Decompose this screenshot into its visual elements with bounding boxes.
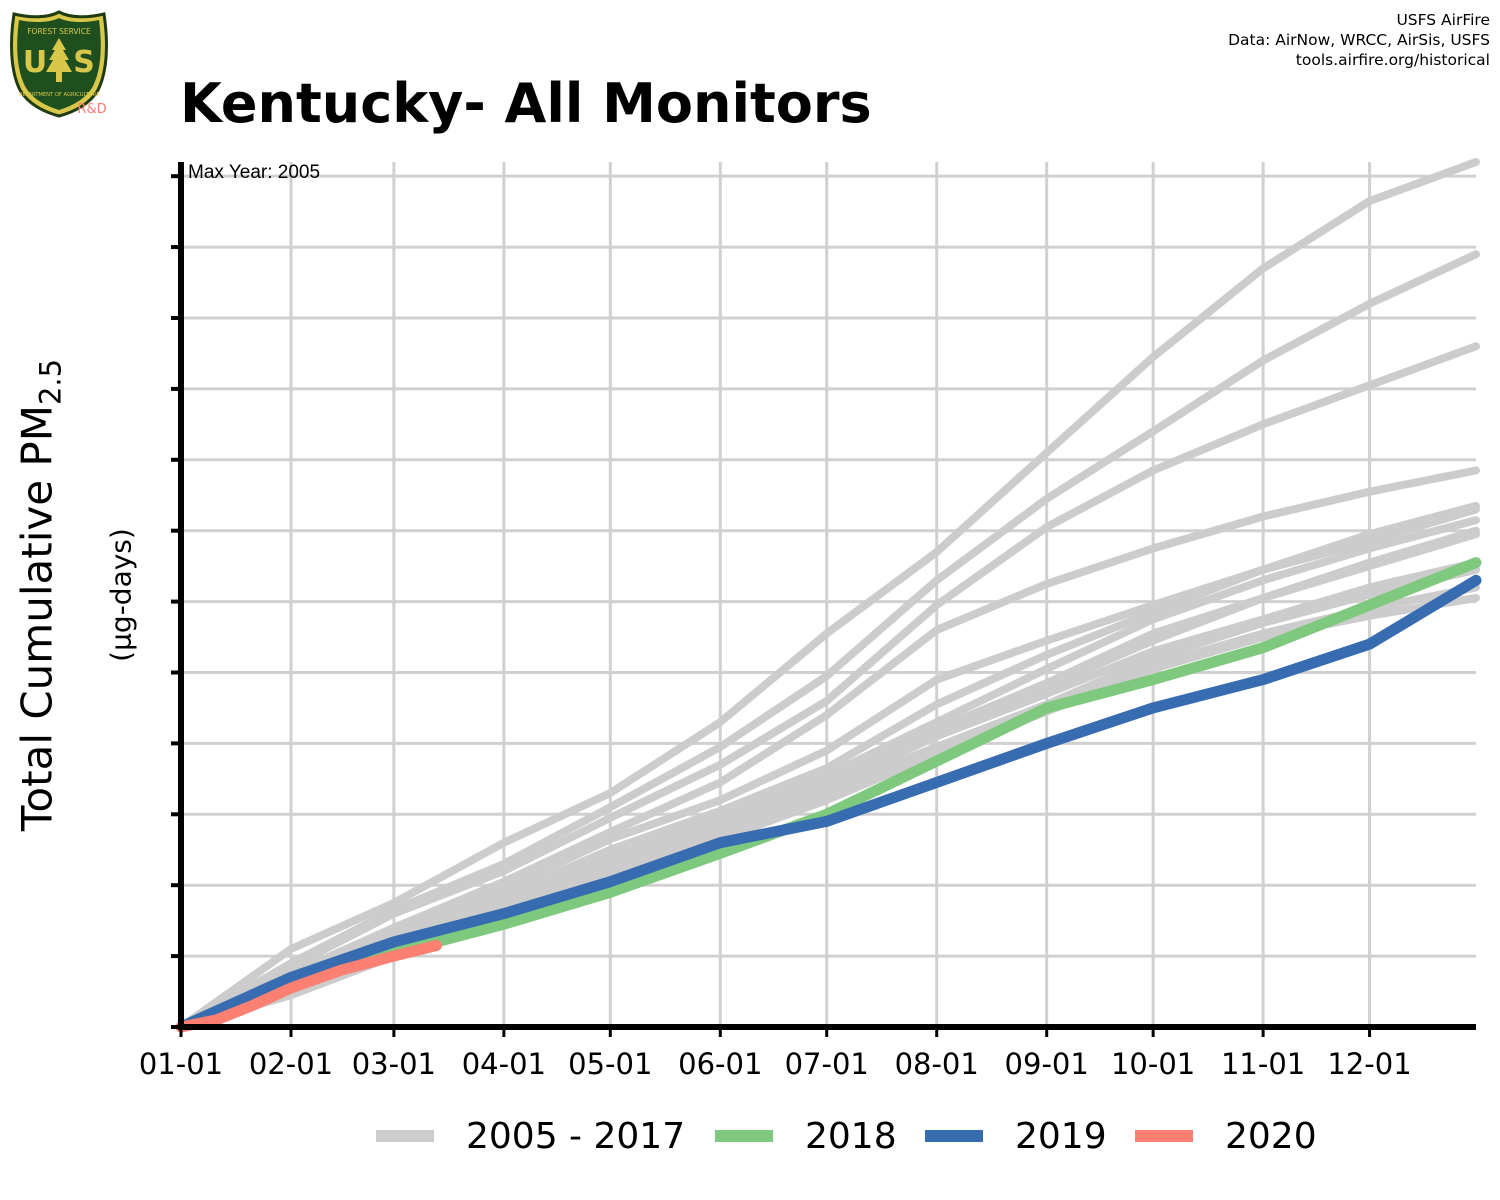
legend-label-2: 2019 [1015,1115,1107,1157]
x-tick-label-3: 04-01 [462,1047,546,1081]
x-tick-label-10: 11-01 [1221,1047,1305,1081]
historical-line-5 [177,501,1480,1031]
legend-label-0: 2005 - 2017 [466,1115,686,1157]
max-year-annotation: Max Year: 2005 [188,162,320,183]
x-tick-label-5: 06-01 [678,1047,762,1081]
chart-title: Kentucky- All Monitors [180,72,872,135]
legend-swatch-2 [925,1130,983,1142]
logo-initial-left: U [23,45,47,80]
legend-swatch-1 [715,1130,773,1142]
legend-item-0: 2005 - 2017 [376,1108,685,1164]
legend-item-1: 2018 [715,1108,897,1164]
logo-rd-tag: R&D [77,102,106,117]
credits: USFS AirFire Data: AirNow, WRCC, AirSis,… [1228,10,1490,70]
x-tick-label-7: 08-01 [895,1047,979,1081]
line-2019 [175,574,1482,1033]
legend: 2005 - 2017 2018 2019 2020 [0,1108,1500,1168]
tree-icon [46,38,72,82]
logo-initial-right: S [73,45,95,80]
legend-item-2: 2019 [925,1108,1107,1164]
legend-label-1: 2018 [805,1115,897,1157]
logo-bottom-text: DEPARTMENT OF AGRICULTURE [18,92,99,98]
x-tick-label-9: 10-01 [1111,1047,1195,1081]
highlight-lines [175,557,1482,1033]
axes: 01-01 02-01 03-01 04-01 05-01 06-01 07-01 08-01… [139,162,1476,1081]
credit-line-2: Data: AirNow, WRCC, AirSis, USFS [1228,31,1490,49]
legend-label-3: 2020 [1225,1115,1317,1157]
x-tick-label-0: 01-01 [139,1047,223,1081]
credit-line-1: USFS AirFire [1396,11,1490,29]
x-tick-label-2: 03-01 [352,1047,436,1081]
historical-line-2 [177,342,1480,1031]
x-tick-label-4: 05-01 [568,1047,652,1081]
x-tick-label-6: 07-01 [785,1047,869,1081]
forest-service-logo: FOREST SERVICE U S DEPARTMENT OF AGRICUL… [10,10,108,118]
legend-swatch-3 [1135,1130,1193,1142]
historical-lines [177,158,1480,1031]
historical-line-0 [177,158,1480,1031]
x-tick-label-11: 12-01 [1327,1047,1411,1081]
line-2020 [175,940,442,1033]
logo-top-text: FOREST SERVICE [27,27,91,36]
x-tick-label-1: 02-01 [249,1047,333,1081]
x-tick-label-8: 09-01 [1005,1047,1089,1081]
legend-swatch-0 [376,1130,434,1142]
legend-item-3: 2020 [1135,1108,1317,1164]
credit-line-3: tools.airfire.org/historical [1295,51,1490,69]
